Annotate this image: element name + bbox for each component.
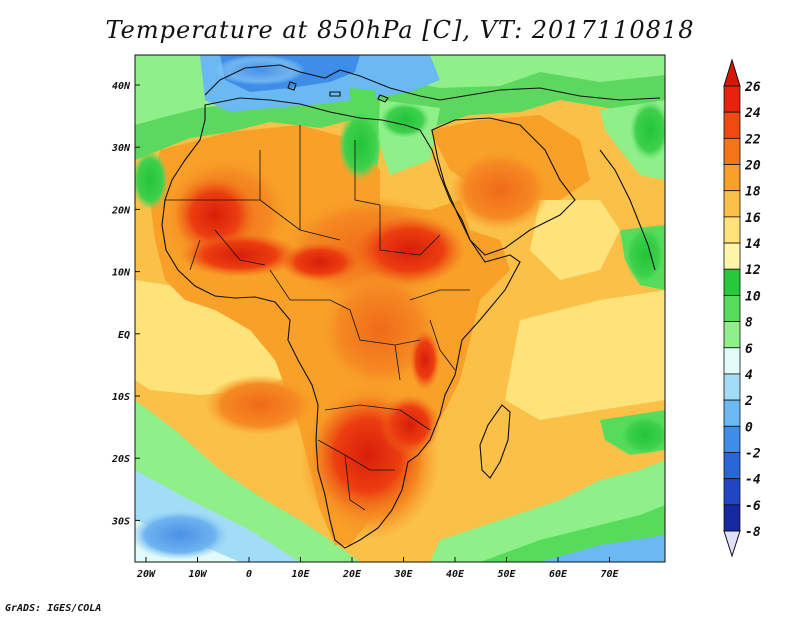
colorbar-swatch	[723, 268, 741, 296]
colorbar-swatch	[723, 373, 741, 401]
colorbar-swatch	[723, 242, 741, 270]
colorbar-swatch	[723, 137, 741, 165]
colorbar-label: 0	[745, 420, 753, 435]
colorbar-swatch	[723, 321, 741, 349]
lon-tick-label: 30E	[393, 569, 413, 580]
country-borders	[165, 125, 470, 511]
lat-tick-label: 10S	[112, 392, 130, 403]
colorbar-label: 4	[745, 368, 753, 383]
india-coast	[599, 149, 656, 271]
colorbar-label: 2	[744, 394, 753, 409]
mediterranean-islands	[287, 81, 389, 103]
colorbar-bottom-arrow	[723, 530, 741, 558]
lon-tick-label: 70E	[600, 569, 619, 580]
colorbar-label: 18	[745, 185, 761, 200]
colorbar-label: 10	[745, 289, 761, 304]
colorbar-swatch	[723, 425, 741, 453]
colorbar-label: 22	[744, 132, 761, 147]
lon-tick-label: 20E	[342, 569, 362, 580]
lon-tick-label: 20W	[136, 569, 156, 580]
lat-tick-label: 10N	[112, 268, 131, 279]
colorbar-label: -2	[745, 446, 761, 461]
colorbar-top-arrow	[723, 58, 741, 87]
lat-tick-label: 30S	[111, 516, 130, 527]
lat-tick-label: 40N	[112, 81, 131, 92]
axis-ticks: 40N 30N 20N 10N EQ 10S 20S 30S 20W 10W 0 10E 20E 30E 4…	[111, 81, 620, 580]
europe-coast	[204, 64, 661, 101]
lat-tick-label: 20N	[111, 205, 131, 216]
colorbar-swatch	[723, 164, 741, 192]
madagascar	[479, 404, 511, 479]
colorbar-label: 24	[744, 106, 761, 121]
lon-tick-label: 10W	[188, 569, 207, 580]
coastlines	[161, 64, 661, 549]
colorbar-label: 6	[745, 342, 753, 357]
africa-coastline	[161, 97, 521, 549]
colorbar-label: -8	[745, 525, 761, 540]
colorbar-label: 26	[744, 80, 761, 95]
grads-credit: GrADS: IGES/COLA	[5, 603, 102, 614]
colorbar-swatch	[723, 504, 741, 532]
lon-tick-label: 40E	[446, 569, 465, 580]
colorbar-swatch	[723, 85, 741, 113]
colorbar-swatch	[723, 399, 741, 427]
lon-tick-label: 60E	[549, 569, 568, 580]
lat-tick-label: 30N	[111, 143, 131, 154]
colorbar-label: 8	[745, 316, 753, 331]
colorbar-swatch	[723, 452, 741, 480]
plot-frame	[134, 54, 666, 563]
colorbar-swatch	[723, 111, 741, 139]
colorbar-label: 20	[744, 159, 761, 174]
colorbar-swatch	[723, 347, 741, 375]
colorbar-label: 16	[745, 211, 761, 226]
lat-tick-label: 20S	[111, 454, 130, 465]
lon-tick-label: 0	[246, 569, 252, 580]
colorbar-swatch	[723, 216, 741, 244]
lon-tick-label: 10E	[291, 569, 310, 580]
colorbar-label: 12	[745, 263, 761, 278]
lat-tick-label: EQ	[118, 330, 130, 341]
colorbar-label: -4	[745, 473, 761, 488]
colorbar-swatch	[723, 190, 741, 218]
arabian-peninsula	[431, 117, 576, 256]
colorbar-swatch	[723, 295, 741, 322]
map-title: Temperature at 850hPa [C], VT: 201711081…	[105, 16, 695, 44]
colorbar-label: -6	[745, 499, 761, 514]
temperature-field	[135, 55, 665, 562]
lon-tick-label: 50E	[497, 569, 516, 580]
colorbar-swatch	[723, 478, 741, 506]
colorbar-label: 14	[745, 237, 761, 252]
